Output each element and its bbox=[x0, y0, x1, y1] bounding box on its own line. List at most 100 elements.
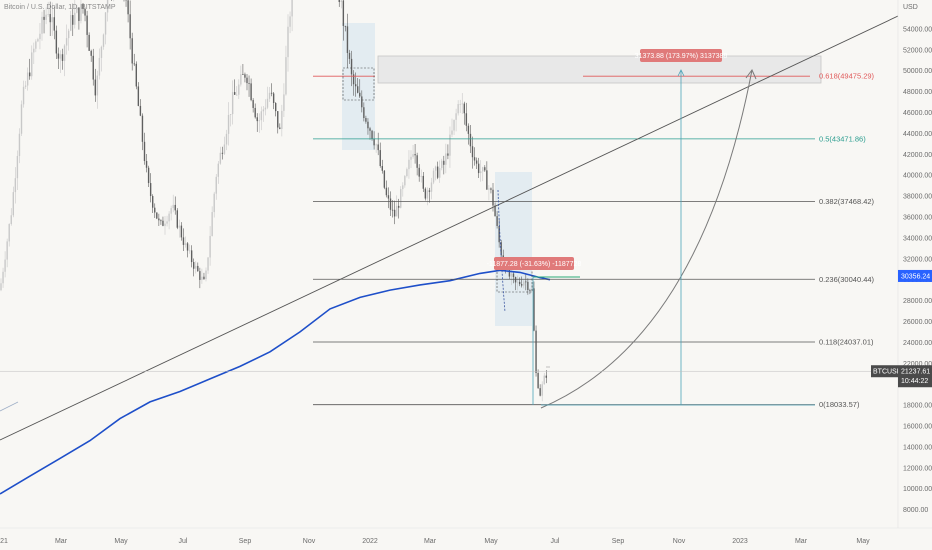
candle-body bbox=[289, 16, 291, 27]
candle-body bbox=[141, 115, 144, 142]
candle-body bbox=[430, 182, 433, 192]
candle-body bbox=[80, 3, 82, 21]
candle-body bbox=[137, 86, 140, 106]
candlestick-series[interactable] bbox=[0, 0, 547, 402]
candle-body bbox=[410, 156, 412, 160]
candle-body bbox=[35, 41, 37, 49]
moving-average-line[interactable] bbox=[0, 269, 551, 495]
candle-body bbox=[65, 38, 68, 46]
candle-body bbox=[346, 26, 349, 53]
price-tick-label: 44000.00 bbox=[903, 131, 932, 138]
candle-body bbox=[428, 190, 431, 192]
candle-body bbox=[281, 110, 283, 129]
candle-body bbox=[510, 273, 513, 277]
candle-body bbox=[129, 14, 131, 39]
candle-body bbox=[244, 74, 246, 78]
candle-body bbox=[514, 277, 517, 283]
candle-body bbox=[82, 3, 84, 9]
candle-body bbox=[217, 163, 219, 177]
candle-body bbox=[379, 150, 381, 167]
candle-body bbox=[180, 225, 183, 238]
candle-body bbox=[443, 160, 445, 165]
trendline[interactable] bbox=[0, 0, 932, 441]
candle-body bbox=[143, 141, 146, 161]
countdown-text: 10:44:22 bbox=[901, 378, 928, 385]
candle-body bbox=[193, 262, 195, 269]
candle-body bbox=[361, 96, 363, 108]
candle-body bbox=[439, 168, 441, 178]
fib-level-label: 0.382(37468.42) bbox=[819, 197, 875, 206]
projection-arc[interactable] bbox=[540, 69, 753, 409]
candle-body bbox=[229, 114, 232, 115]
small-arrow bbox=[0, 401, 19, 412]
candle-body bbox=[285, 57, 287, 95]
candle-body bbox=[238, 84, 240, 95]
candle-body bbox=[51, 17, 53, 23]
candle-body bbox=[525, 281, 527, 283]
candle-body bbox=[262, 109, 265, 112]
candle-body bbox=[406, 169, 408, 177]
candle-body bbox=[424, 188, 427, 199]
candle-body bbox=[147, 167, 150, 184]
candle-body bbox=[90, 50, 92, 56]
price-tick-label: 42000.00 bbox=[903, 152, 932, 159]
candle-body bbox=[391, 209, 394, 211]
price-tick-label: 48000.00 bbox=[903, 89, 932, 96]
price-tick-label: 14000.00 bbox=[903, 444, 932, 451]
candle-body bbox=[176, 210, 178, 228]
candle-body bbox=[523, 281, 525, 286]
candle-body bbox=[201, 276, 203, 280]
candle-body bbox=[365, 118, 367, 122]
moving-average-path[interactable] bbox=[0, 269, 551, 495]
candle-body bbox=[467, 125, 470, 134]
candle-body bbox=[445, 153, 447, 165]
candle-body bbox=[199, 271, 201, 280]
candle-body bbox=[156, 212, 158, 219]
candle-body bbox=[400, 189, 402, 208]
candle-body bbox=[482, 167, 484, 172]
candle-body bbox=[106, 0, 109, 13]
price-tick-label: 28000.00 bbox=[903, 298, 932, 305]
price-axis[interactable] bbox=[898, 0, 932, 528]
candle-body bbox=[521, 284, 523, 286]
candle-body bbox=[272, 93, 275, 103]
candle-body bbox=[246, 77, 248, 84]
candle-body bbox=[152, 196, 154, 208]
candle-body bbox=[354, 84, 357, 87]
candle-body bbox=[131, 38, 133, 64]
candle-body bbox=[494, 205, 496, 217]
candle-body bbox=[98, 57, 101, 76]
price-tick-label: 34000.00 bbox=[903, 235, 932, 242]
price-tick-label: 46000.00 bbox=[903, 110, 932, 117]
fibonacci-retracement[interactable]: 0.618(49475.29) 0.5(43471.86) 0.382(37468.… bbox=[313, 72, 875, 410]
price-tick-label: 24000.00 bbox=[903, 340, 932, 347]
candle-body bbox=[197, 265, 199, 272]
candle-body bbox=[518, 281, 521, 285]
trend-drawings[interactable] bbox=[0, 0, 932, 441]
candle-body bbox=[41, 16, 43, 34]
candle-body bbox=[55, 30, 58, 54]
candle-body bbox=[139, 105, 142, 116]
candle-body bbox=[469, 133, 472, 147]
candle-body bbox=[260, 111, 263, 121]
candle-body bbox=[480, 171, 482, 174]
candle-body bbox=[516, 281, 519, 283]
time-tick-label: May bbox=[856, 538, 870, 545]
candle-body bbox=[283, 94, 285, 111]
candle-body bbox=[26, 72, 29, 86]
candle-body bbox=[484, 167, 486, 171]
price-tick-label: 52000.00 bbox=[903, 47, 932, 54]
time-axis[interactable] bbox=[0, 528, 932, 550]
candle-body bbox=[84, 8, 86, 16]
price-tick-label: 38000.00 bbox=[903, 194, 932, 201]
candle-body bbox=[475, 160, 478, 164]
candle-body bbox=[203, 276, 205, 280]
candle-body bbox=[234, 92, 236, 95]
candle-body bbox=[8, 224, 10, 242]
candle-body bbox=[225, 133, 228, 145]
candle-body bbox=[533, 288, 535, 331]
candle-body bbox=[383, 170, 386, 188]
volume-profile-box bbox=[342, 67, 375, 101]
price-tick-label: 10000.00 bbox=[903, 486, 932, 493]
